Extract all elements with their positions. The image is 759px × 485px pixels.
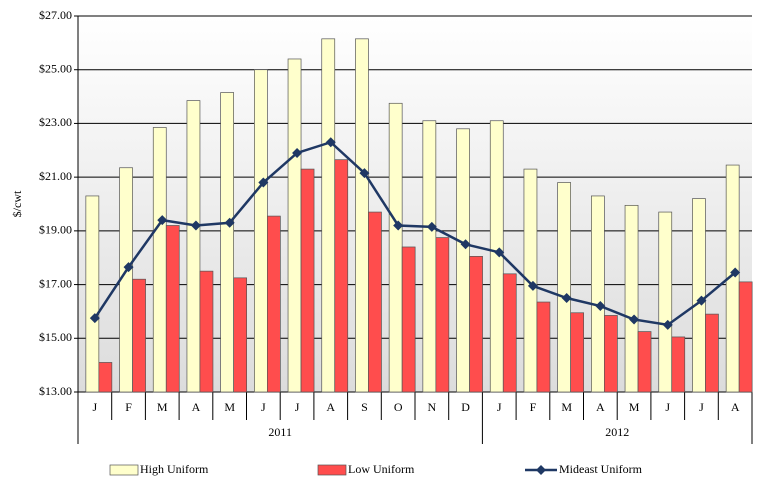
x-tick-label: A: [596, 400, 605, 414]
legend-swatch: [109, 464, 139, 476]
marker: [494, 247, 505, 258]
marker: [292, 147, 303, 158]
x-tick-label: J: [665, 400, 670, 414]
marker: [527, 280, 538, 291]
marker: [561, 293, 572, 303]
marker: [460, 239, 471, 250]
marker: [595, 301, 606, 312]
x-tick-label: J: [497, 400, 502, 414]
bar: [637, 331, 652, 393]
legend-label: Low Uniform: [348, 462, 415, 476]
bar: [658, 211, 673, 393]
bar: [469, 256, 483, 393]
bar: [300, 168, 315, 393]
bar: [334, 159, 349, 393]
y-tick-label: $25.00: [39, 61, 72, 75]
y-tick-label: $17.00: [39, 276, 72, 290]
legend-marker: [536, 465, 546, 475]
bar: [570, 312, 585, 393]
x-tick-label: F: [125, 400, 132, 414]
bar: [368, 211, 382, 393]
x-tick-label: N: [428, 400, 437, 414]
x-tick-label: J: [261, 400, 266, 414]
marker: [426, 221, 437, 232]
x-tick-label: S: [361, 400, 368, 414]
x-tick-label: D: [461, 400, 470, 414]
y-tick-label: $21.00: [39, 169, 72, 183]
marker: [629, 314, 640, 325]
bar: [671, 336, 686, 393]
bar: [692, 198, 706, 393]
bar: [321, 38, 336, 393]
y-tick-label: $23.00: [39, 115, 72, 129]
legend-label: Mideast Uniform: [559, 462, 643, 476]
bar: [388, 102, 403, 393]
bar: [738, 281, 753, 393]
marker: [325, 137, 336, 148]
x-tick-label: A: [192, 400, 201, 414]
bar: [624, 204, 639, 393]
bar: [523, 168, 538, 393]
bar: [557, 182, 572, 393]
marker: [190, 220, 201, 231]
y-tick-label: $27.00: [39, 8, 72, 22]
y-tick-label: $13.00: [39, 384, 72, 398]
x-tick-label: O: [394, 400, 403, 414]
marker: [359, 168, 370, 179]
bar: [254, 69, 268, 393]
legend-label: High Uniform: [140, 462, 209, 476]
y-tick-label: $15.00: [39, 330, 72, 344]
bar: [220, 92, 234, 393]
marker: [258, 177, 269, 188]
bar: [186, 100, 201, 393]
bar: [152, 127, 167, 393]
bar: [165, 225, 180, 393]
y-tick-label: $19.00: [39, 223, 72, 237]
bar: [590, 195, 605, 393]
x-tick-label: F: [530, 400, 537, 414]
bar: [199, 270, 214, 393]
x-tick-label: J: [93, 400, 98, 414]
bar: [489, 120, 504, 393]
marker: [89, 313, 100, 324]
marker: [696, 295, 707, 306]
marker: [393, 220, 404, 231]
x-tick-label: M: [629, 400, 640, 414]
bar: [603, 315, 618, 393]
x-tick-label: J: [295, 400, 300, 414]
x-group-label: 2011: [268, 425, 292, 439]
bar: [401, 246, 416, 393]
x-tick-label: A: [731, 400, 740, 414]
bar: [536, 301, 551, 393]
marker: [224, 217, 235, 228]
legend-swatch: [317, 464, 347, 476]
bar: [98, 362, 113, 393]
bar: [435, 237, 450, 393]
bar: [267, 215, 281, 393]
bar: [502, 273, 517, 393]
x-tick-label: M: [157, 400, 168, 414]
bar: [355, 38, 369, 393]
marker: [123, 262, 134, 273]
marker: [157, 215, 168, 226]
y-axis-label: $/cwt: [10, 190, 24, 217]
bar: [85, 195, 100, 393]
x-tick-label: J: [699, 400, 704, 414]
bar: [705, 313, 719, 393]
line: [93, 140, 736, 327]
bar: [422, 120, 437, 393]
x-group-label: 2012: [605, 425, 629, 439]
x-tick-label: M: [224, 400, 235, 414]
bar: [456, 128, 470, 393]
x-tick-label: A: [326, 400, 335, 414]
bar: [233, 277, 247, 393]
marker: [730, 267, 741, 278]
bar: [132, 278, 146, 393]
bar: [287, 58, 302, 393]
marker: [662, 319, 673, 330]
x-tick-label: M: [561, 400, 572, 414]
